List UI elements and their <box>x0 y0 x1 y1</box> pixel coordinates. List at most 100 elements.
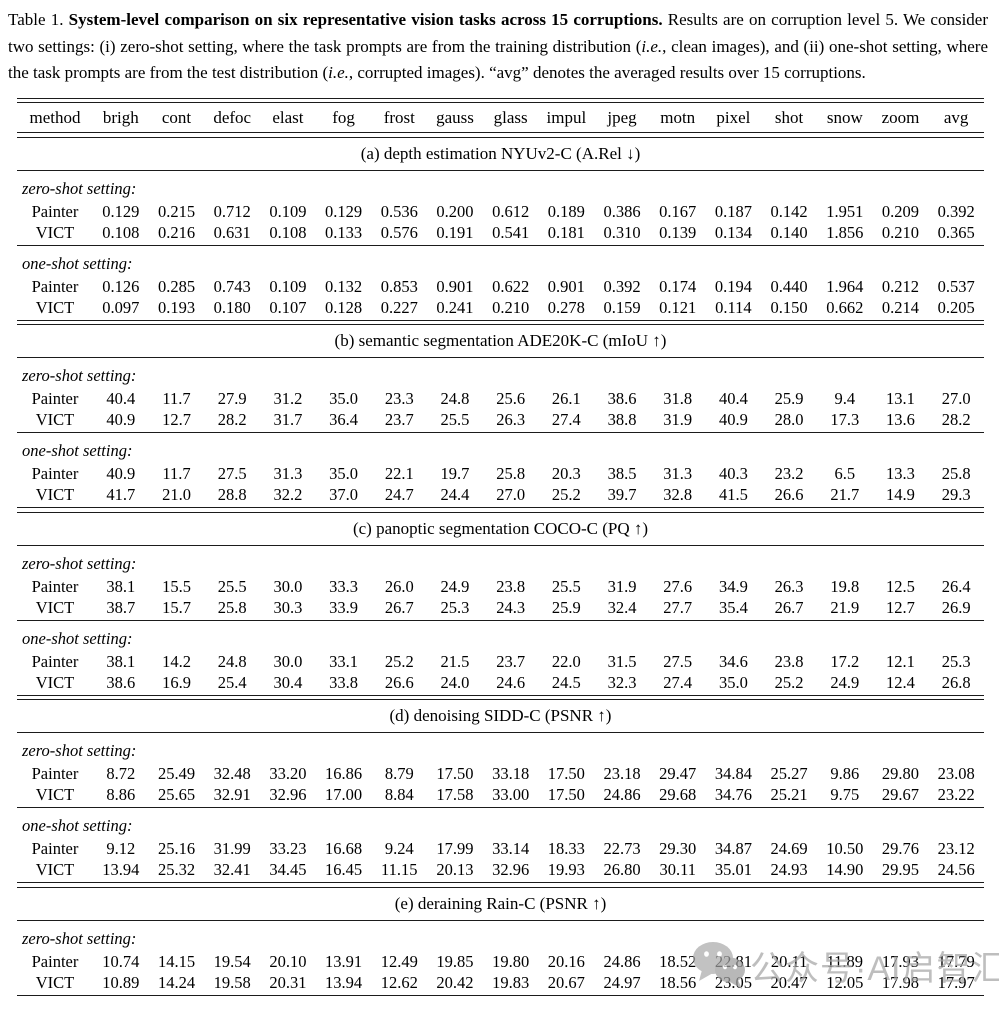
value-cell: 25.8 <box>496 464 526 483</box>
method-cell: Painter <box>31 951 79 971</box>
value-cell: 11.89 <box>826 951 864 971</box>
value-cell: 18.33 <box>547 839 585 858</box>
value-cell: 13.94 <box>325 972 363 992</box>
value-cell: 0.109 <box>269 276 307 296</box>
value-cell: 23.3 <box>384 389 414 408</box>
value-cell: 12.62 <box>380 972 418 992</box>
rule-row <box>17 918 984 923</box>
value-cell: 1.856 <box>826 222 864 242</box>
value-cell: 0.139 <box>659 222 697 242</box>
value-cell: 24.7 <box>384 485 414 504</box>
value-cell: 17.99 <box>436 839 474 858</box>
value-cell: 26.1 <box>551 389 581 408</box>
value-cell: 0.365 <box>937 222 975 242</box>
setting-label: one-shot setting: <box>17 248 984 276</box>
value-cell: 32.8 <box>663 485 693 504</box>
value-cell: 25.2 <box>551 485 581 504</box>
section-title-text: (b) semantic segmentation ADE20K-C (mIoU… <box>334 331 667 350</box>
value-cell: 17.00 <box>325 785 363 804</box>
rule-row <box>17 993 984 998</box>
value-cell: 19.83 <box>492 972 530 992</box>
setting-label-text: zero-shot setting: <box>22 553 137 573</box>
value-cell: 0.126 <box>102 276 140 296</box>
column-header-motn: motn <box>660 108 696 127</box>
value-cell: 27.5 <box>663 651 693 671</box>
value-cell: 27.5 <box>217 464 247 483</box>
value-cell: 17.2 <box>830 651 860 671</box>
table-row-vict: VICT 0.108 0.216 0.631 0.108 0.133 0.576 0.191 0… <box>17 222 984 243</box>
value-cell: 17.93 <box>881 951 920 971</box>
value-cell: 25.6 <box>496 389 526 408</box>
value-cell: 10.89 <box>102 972 140 992</box>
value-cell: 14.24 <box>157 972 196 992</box>
value-cell: 21.9 <box>830 597 860 617</box>
value-cell: 0.853 <box>380 276 418 296</box>
value-cell: 13.94 <box>102 860 140 879</box>
value-cell: 25.27 <box>770 764 808 783</box>
value-cell: 15.5 <box>162 576 191 596</box>
value-cell: 0.537 <box>937 276 975 296</box>
single-rule <box>17 357 984 358</box>
value-cell: 24.0 <box>440 672 470 692</box>
value-cell: 0.386 <box>603 201 641 221</box>
section-title-text: (a) depth estimation NYUv2-C (A.Rel ↓) <box>360 143 641 163</box>
setting-label-text: zero-shot setting: <box>22 741 137 760</box>
value-cell: 26.3 <box>774 576 804 596</box>
value-cell: 25.49 <box>157 764 196 783</box>
setting-label-text: one-shot setting: <box>22 816 133 835</box>
value-cell: 33.20 <box>269 764 307 783</box>
column-header-gauss: gauss <box>436 108 474 127</box>
table-row-painter: Painter 40.9 11.7 27.5 31.3 35.0 22.1 19.7 25.8 2… <box>17 463 984 484</box>
value-cell: 0.194 <box>714 276 752 296</box>
value-cell: 9.75 <box>830 785 860 804</box>
value-cell: 31.8 <box>663 389 693 408</box>
value-cell: 1.951 <box>826 201 864 221</box>
value-cell: 22.73 <box>603 839 641 858</box>
value-cell: 13.91 <box>325 951 363 971</box>
value-cell: 0.108 <box>269 222 307 242</box>
value-cell: 8.72 <box>106 764 136 783</box>
value-cell: 34.9 <box>718 576 748 596</box>
value-cell: 20.16 <box>547 951 585 971</box>
column-header-shot: shot <box>774 108 804 127</box>
value-cell: 0.189 <box>547 201 585 221</box>
setting-label-text: zero-shot setting: <box>22 178 137 198</box>
value-cell: 14.15 <box>157 951 196 971</box>
value-cell: 38.7 <box>106 597 136 617</box>
table-row-painter: Painter 40.4 11.7 27.9 31.2 35.0 23.3 24.8 25.6 2… <box>17 388 984 409</box>
value-cell: 38.5 <box>607 464 637 483</box>
value-cell: 26.80 <box>603 860 641 879</box>
value-cell: 17.79 <box>937 951 975 971</box>
column-header-pixel: pixel <box>716 108 751 127</box>
value-cell: 25.8 <box>941 464 971 483</box>
rule-row <box>17 318 984 328</box>
section-title: (d) denoising SIDD-C (PSNR ↑) <box>17 702 984 730</box>
value-cell: 23.08 <box>937 764 975 783</box>
value-cell: 25.5 <box>440 410 470 429</box>
setting-label: zero-shot setting: <box>17 360 984 388</box>
value-cell: 11.7 <box>162 464 191 483</box>
value-cell: 0.191 <box>436 222 474 242</box>
value-cell: 12.05 <box>826 972 864 992</box>
value-cell: 26.7 <box>384 597 414 617</box>
value-cell: 25.5 <box>217 576 247 596</box>
setting-label-text: one-shot setting: <box>22 253 133 273</box>
value-cell: 28.2 <box>217 410 247 429</box>
value-cell: 41.7 <box>106 485 136 504</box>
value-cell: 31.3 <box>273 464 303 483</box>
section-title-text: (e) deraining Rain-C (PSNR ↑) <box>394 893 607 913</box>
value-cell: 0.576 <box>380 222 418 242</box>
value-cell: 0.310 <box>603 222 641 242</box>
value-cell: 17.97 <box>937 972 975 992</box>
value-cell: 0.712 <box>213 201 251 221</box>
table-row-vict: VICT 10.89 14.24 19.58 20.31 13.94 12.62 20.42 1… <box>17 972 984 993</box>
value-cell: 25.2 <box>774 672 804 692</box>
value-cell: 12.1 <box>886 651 915 671</box>
value-cell: 17.3 <box>830 410 860 429</box>
rule-row <box>17 355 984 360</box>
value-cell: 0.622 <box>492 276 530 296</box>
value-cell: 0.121 <box>659 297 697 317</box>
value-cell: 0.215 <box>157 201 196 221</box>
value-cell: 28.0 <box>774 410 804 429</box>
value-cell: 40.9 <box>106 410 136 429</box>
